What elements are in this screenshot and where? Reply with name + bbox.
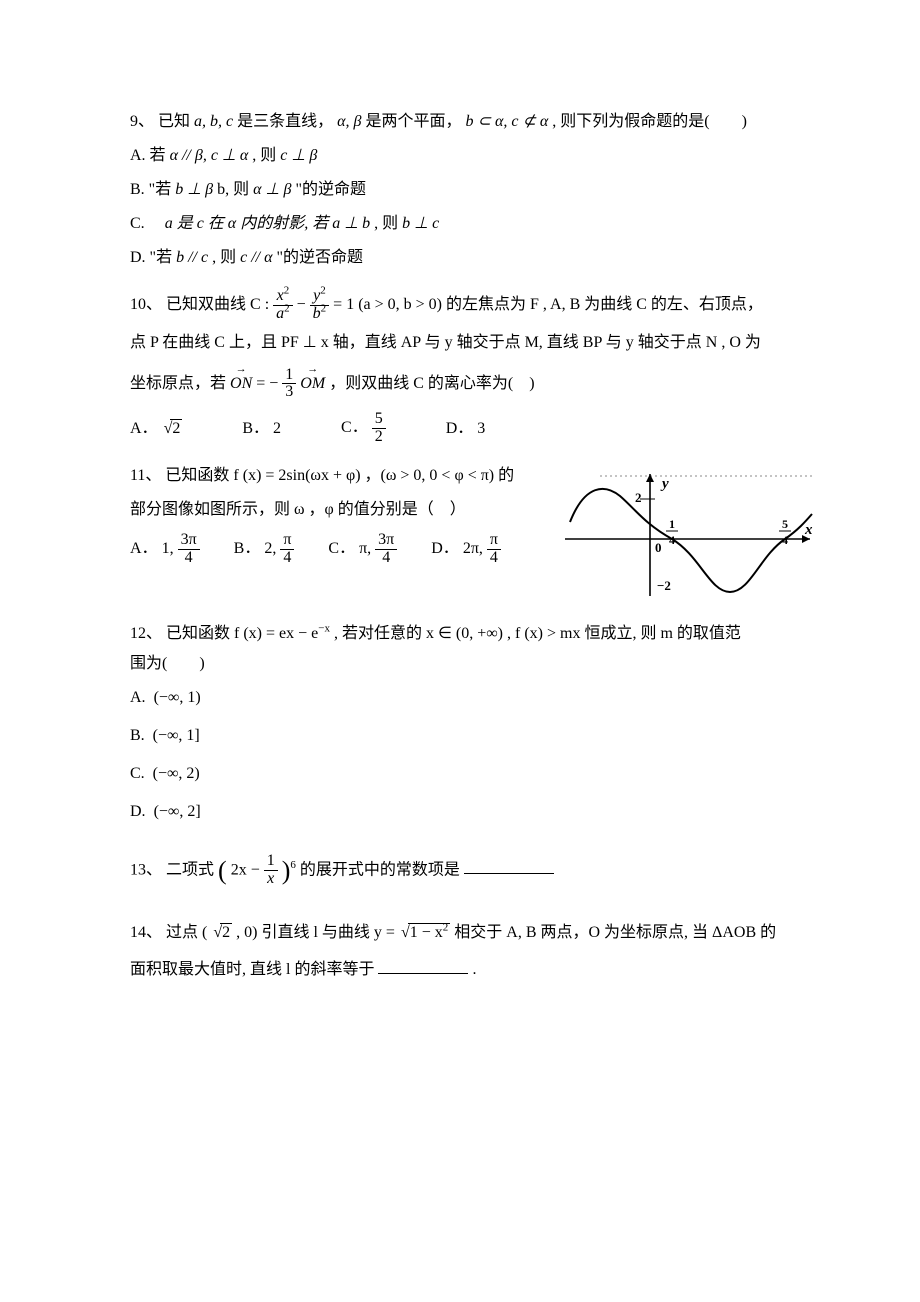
frac-x2-a2: x2 a2 bbox=[273, 288, 293, 323]
q9-option-d: D. "若 b // c , 则 c // α "的逆否命题 bbox=[130, 246, 820, 270]
q13-number: 13、 bbox=[130, 861, 162, 878]
q9-option-c: C. a 是 c 在 α 内的射影, 若 a ⊥ b , 则 b ⊥ c bbox=[130, 212, 820, 236]
q11-option-c: C． π, 3π4 bbox=[328, 532, 397, 567]
svg-text:y: y bbox=[660, 476, 669, 492]
q9-option-a: A. 若 α // β, c ⊥ α , 则 c ⊥ β bbox=[130, 144, 820, 168]
fill-blank bbox=[464, 857, 554, 874]
q12-option-b: B. (−∞, 1] bbox=[130, 724, 820, 748]
q11-graph: y x 2 0 −2 1 4 5 4 bbox=[560, 464, 820, 604]
svg-text:4: 4 bbox=[782, 533, 788, 547]
frac-y2-b2: y2 b2 bbox=[310, 288, 330, 323]
q11-option-b: B． 2, π4 bbox=[234, 532, 295, 567]
q10-option-a: A． 2 bbox=[130, 417, 182, 441]
vector-om: OM bbox=[300, 368, 325, 400]
q14-number: 14、 bbox=[130, 924, 162, 941]
q10-option-c: C． 5 2 bbox=[341, 411, 386, 446]
q12-stem-l2: 围为( ) bbox=[130, 652, 820, 676]
sqrt-icon: 2 bbox=[162, 417, 183, 441]
question-14: 14、 过点 ( 2 , 0) 引直线 l 与曲线 y = 1 − x2 相交于… bbox=[130, 917, 820, 982]
vector-on: ON bbox=[230, 368, 252, 400]
q12-option-a: A. (−∞, 1) bbox=[130, 686, 820, 710]
q12-number: 12、 bbox=[130, 625, 162, 642]
q10-stem: 10、 已知双曲线 C : x2 a2 − y2 b2 = 1 (a > 0, … bbox=[130, 288, 820, 323]
q12-stem: 12、 已知函数 f (x) = ex − e−x , 若对任意的 x ∈ (0… bbox=[130, 622, 820, 646]
q12-option-c: C. (−∞, 2) bbox=[130, 762, 820, 786]
q10-number: 10、 bbox=[130, 296, 162, 313]
sqrt-icon: 1 − x2 bbox=[399, 917, 450, 949]
q12-options: A. (−∞, 1) B. (−∞, 1] C. (−∞, 2) D. (−∞,… bbox=[130, 686, 820, 824]
sqrt-icon: 2 bbox=[211, 917, 232, 949]
svg-text:4: 4 bbox=[669, 533, 675, 547]
svg-text:x: x bbox=[804, 522, 813, 538]
question-11: 11、 已知函数 f (x) = 2sin(ωx + φ) ，(ω > 0, 0… bbox=[130, 464, 820, 604]
q11-options: A． 1, 3π4 B． 2, π4 C． π, 3π4 D． 2π, π4 bbox=[130, 532, 544, 567]
fill-blank bbox=[378, 957, 468, 974]
q11-number: 11、 bbox=[130, 467, 161, 484]
q11-stem-l2: 部分图像如图所示，则 ω ，φ 的值分别是（ ） bbox=[130, 498, 544, 522]
question-13: 13、 二项式 ( 2x − 1 x )6 的展开式中的常数项是 bbox=[130, 842, 820, 899]
question-10: 10、 已知双曲线 C : x2 a2 − y2 b2 = 1 (a > 0, … bbox=[130, 288, 820, 446]
svg-text:5: 5 bbox=[782, 517, 788, 531]
question-9: 9、 已知 a, b, c 是三条直线， α, β 是两个平面， b ⊂ α, … bbox=[130, 110, 820, 270]
q12-option-d: D. (−∞, 2] bbox=[130, 800, 820, 824]
q9-stem: 9、 已知 a, b, c 是三条直线， α, β 是两个平面， b ⊂ α, … bbox=[130, 110, 820, 134]
q11-option-a: A． 1, 3π4 bbox=[130, 532, 200, 567]
q10-options: A． 2 B． 2 C． 5 2 D． 3 bbox=[130, 411, 820, 446]
q10-stem-l3: 坐标原点，若 ON = − 1 3 OM ，则双曲线 C 的离心率为( ) bbox=[130, 367, 820, 402]
q10-stem-l2: 点 P 在曲线 C 上，且 PF ⊥ x 轴，直线 AP 与 y 轴交于点 M,… bbox=[130, 331, 820, 355]
q11-option-d: D． 2π, π4 bbox=[431, 532, 501, 567]
svg-text:0: 0 bbox=[655, 540, 662, 555]
svg-text:−2: −2 bbox=[657, 578, 671, 593]
svg-text:1: 1 bbox=[669, 517, 675, 531]
svg-text:2: 2 bbox=[635, 490, 642, 505]
q10-option-d: D． 3 bbox=[446, 417, 486, 441]
frac-1-3: 1 3 bbox=[282, 367, 296, 402]
q10-option-b: B． 2 bbox=[242, 417, 281, 441]
question-12: 12、 已知函数 f (x) = ex − e−x , 若对任意的 x ∈ (0… bbox=[130, 622, 820, 824]
frac-1-x: 1 x bbox=[264, 853, 278, 888]
q11-stem-l1: 11、 已知函数 f (x) = 2sin(ωx + φ) ，(ω > 0, 0… bbox=[130, 464, 544, 488]
q9-number: 9、 bbox=[130, 113, 154, 130]
q9-option-b: B. "若 b ⊥ β b, 则 α ⊥ β "的逆命题 bbox=[130, 178, 820, 202]
